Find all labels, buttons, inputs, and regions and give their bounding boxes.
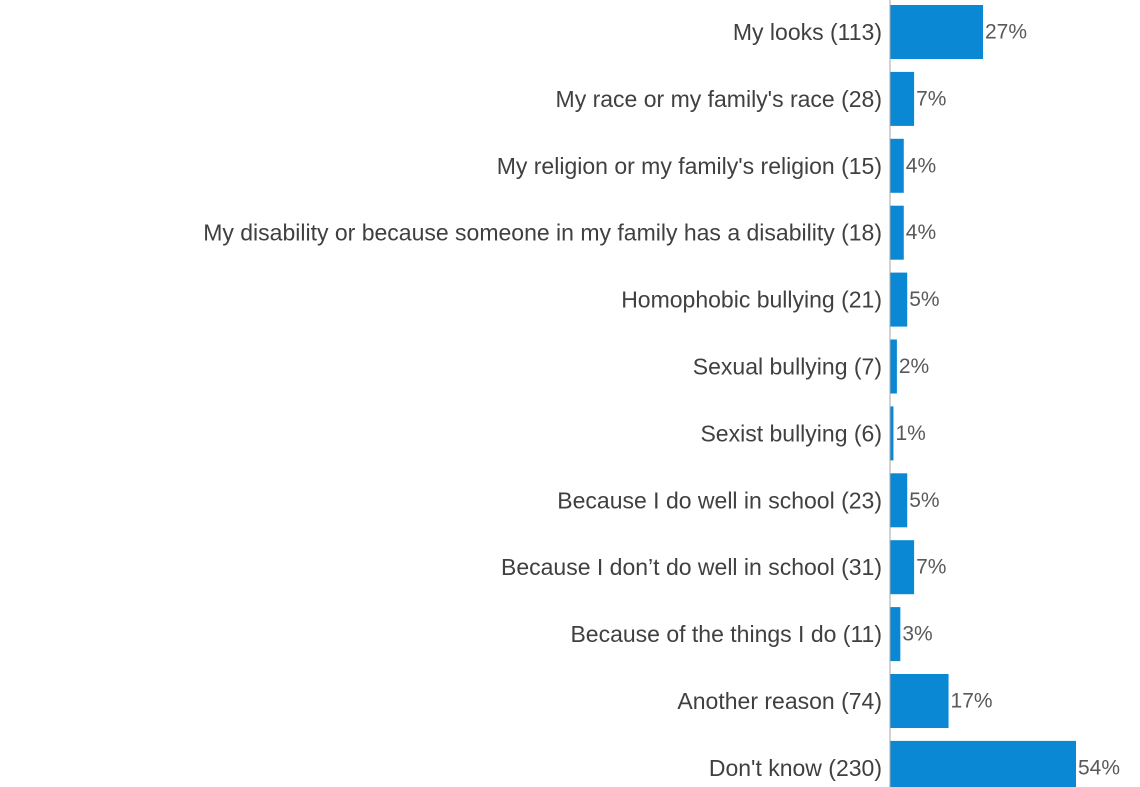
value-label: 5% [909,288,939,311]
value-label: 3% [902,623,932,646]
category-label: My disability or because someone in my f… [203,220,882,246]
category-label: Because I do well in school (23) [557,487,882,513]
bar [890,272,908,327]
category-label: Because I don’t do well in school (31) [501,554,882,580]
value-labels-group: 27% 7% 4% 4% 5% 2% 1% 5% 7% 3% 17% 54% [895,21,1120,780]
value-label: 17% [951,690,993,713]
category-label: Homophobic bullying (21) [621,287,882,313]
bar [890,540,915,595]
value-label: 1% [895,422,925,445]
category-label: My looks (113) [733,19,882,45]
bar [890,473,908,528]
value-label: 2% [899,355,929,378]
category-labels-group: My looks (113) My race or my family's rac… [203,19,882,781]
category-label: My race or my family's race (28) [556,86,882,112]
value-label: 7% [916,556,946,579]
bar [890,339,897,394]
value-label: 54% [1078,756,1120,779]
value-label: 5% [909,489,939,512]
bars-group [890,5,1076,787]
bar [890,205,904,260]
category-label: Because of the things I do (11) [570,621,882,647]
bar [890,138,904,193]
bar [890,674,949,728]
value-label: 4% [906,221,936,244]
category-label: Another reason (74) [677,688,882,714]
value-label: 27% [985,21,1027,44]
value-label: 7% [916,87,946,110]
bar [890,5,983,59]
category-label: Sexual bullying (7) [693,354,882,380]
category-label: Don't know (230) [709,755,882,781]
bar [890,740,1076,787]
bar [890,607,901,662]
bar [890,71,915,126]
category-label: My religion or my family's religion (15) [497,153,882,179]
category-label: Sexist bullying (6) [700,420,882,446]
value-label: 4% [906,154,936,177]
bar [890,406,894,461]
